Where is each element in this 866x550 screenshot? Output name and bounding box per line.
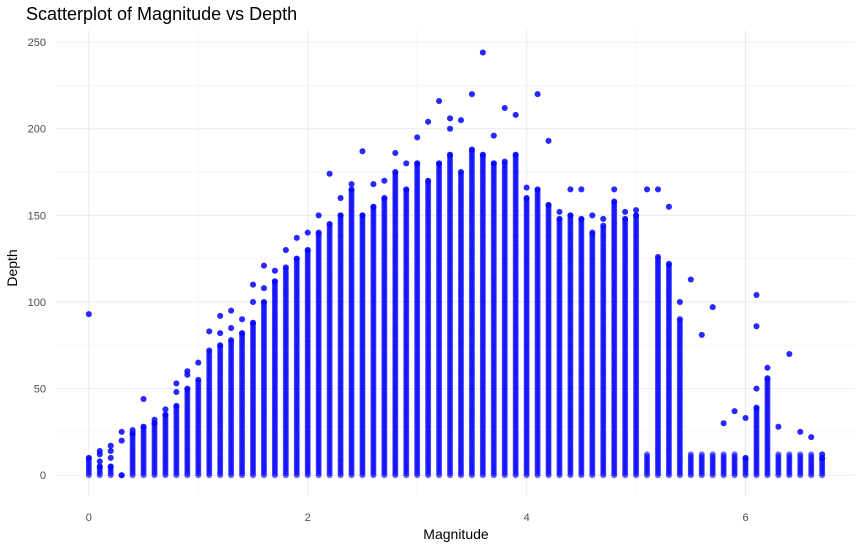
scatter-points [85,49,826,479]
